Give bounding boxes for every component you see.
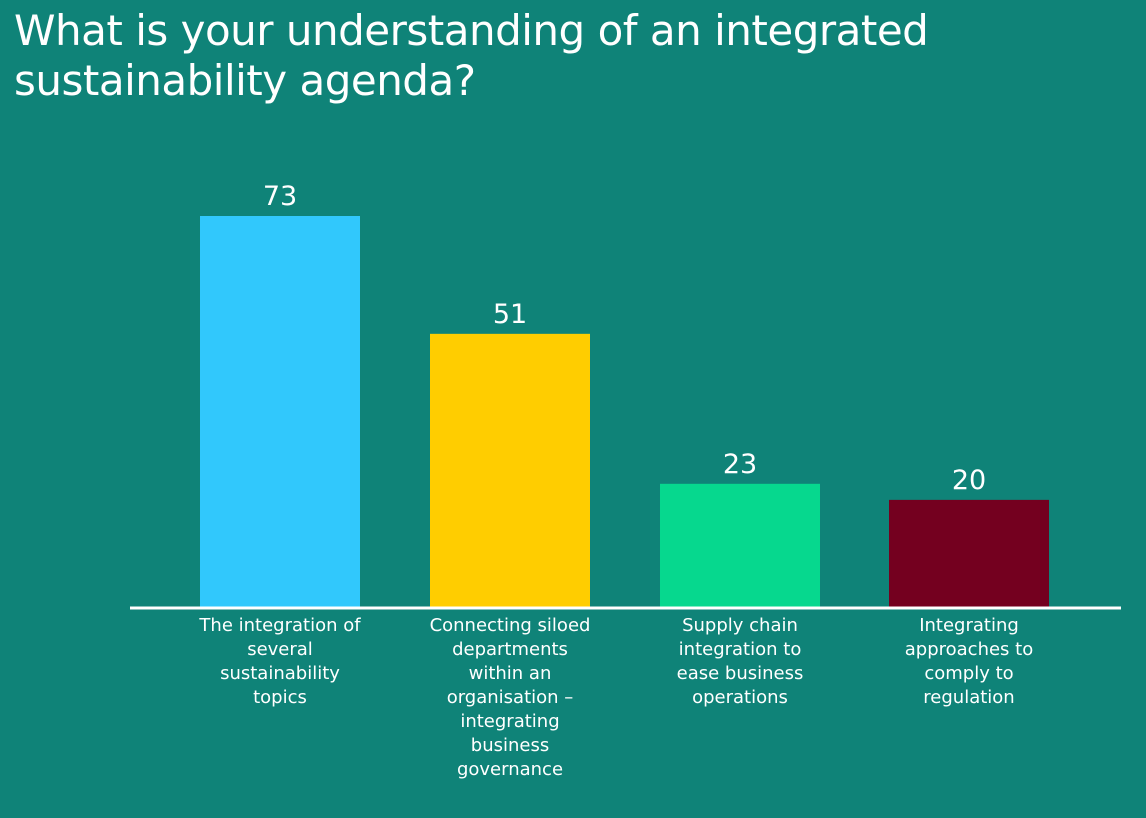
bars-group bbox=[200, 216, 1049, 607]
bar-4 bbox=[889, 499, 1049, 607]
value-label-3: 23 bbox=[723, 449, 757, 480]
category-label-3: Supply chain integration to ease busines… bbox=[676, 615, 804, 708]
category-label-2: Connecting siloed departments within an … bbox=[429, 615, 591, 780]
category-label-4: Integrating approaches to comply to regu… bbox=[904, 615, 1034, 708]
chart-title: What is your understanding of an integra… bbox=[14, 6, 929, 105]
category-label-1: The integration of several sustainabilit… bbox=[199, 615, 361, 708]
value-label-4: 20 bbox=[952, 465, 986, 496]
value-labels-group: 73 51 23 20 bbox=[263, 181, 986, 496]
bar-3 bbox=[660, 483, 820, 607]
value-label-1: 73 bbox=[263, 181, 297, 212]
bar-2 bbox=[430, 333, 590, 607]
bar-1 bbox=[200, 216, 360, 607]
value-label-2: 51 bbox=[493, 299, 527, 330]
